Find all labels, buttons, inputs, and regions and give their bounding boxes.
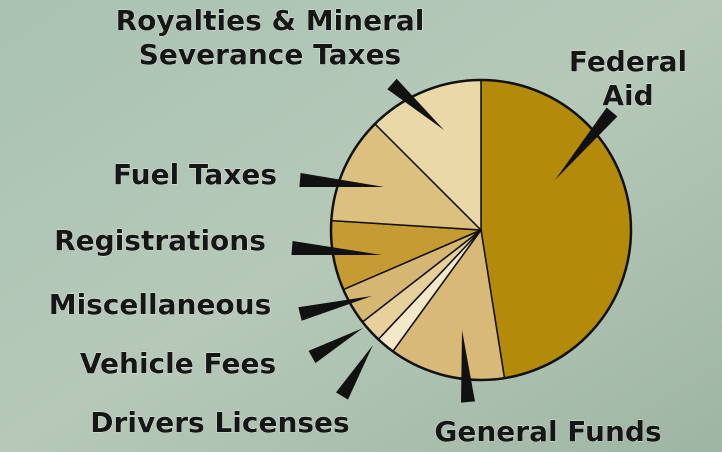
slice-label: General Funds bbox=[434, 415, 661, 448]
slice-label: Fuel Taxes bbox=[113, 158, 277, 191]
label-line: Severance Taxes bbox=[139, 38, 401, 71]
slice-label: Vehicle Fees bbox=[80, 347, 276, 380]
label-line: Royalties & Mineral bbox=[116, 4, 425, 37]
chart: FederalAid General Funds Drivers Licenses V… bbox=[0, 0, 722, 452]
label-line: Federal bbox=[569, 45, 687, 78]
slice-label: Registrations bbox=[54, 224, 266, 257]
slice-label: Miscellaneous bbox=[49, 288, 272, 321]
slice-label: Drivers Licenses bbox=[90, 406, 349, 439]
label-line: Aid bbox=[602, 79, 653, 112]
